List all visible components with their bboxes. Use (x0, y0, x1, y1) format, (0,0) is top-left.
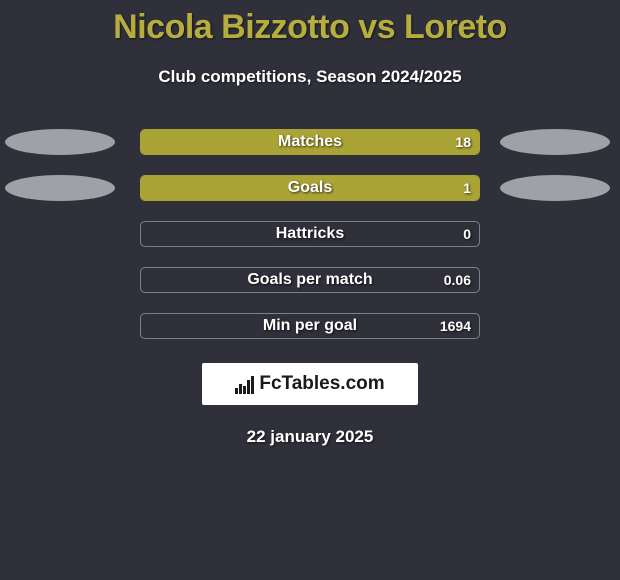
stat-label: Matches (141, 133, 479, 151)
stat-bar: Matches18 (140, 129, 480, 155)
stat-value: 18 (455, 134, 471, 150)
date-text: 22 january 2025 (0, 427, 620, 447)
brand-text: FcTables.com (259, 373, 384, 395)
left-ellipse (5, 175, 115, 201)
subtitle: Club competitions, Season 2024/2025 (0, 67, 620, 87)
stat-label: Hattricks (141, 225, 479, 243)
stat-bar: Goals per match0.06 (140, 267, 480, 293)
stat-value: 0 (463, 226, 471, 242)
stats-rows: Matches18 Goals1 Hattricks0 Goals per match… (0, 129, 620, 339)
brand-badge: FcTables.com (202, 363, 418, 405)
stat-value: 1 (463, 180, 471, 196)
right-ellipse (500, 175, 610, 201)
page-title: Nicola Bizzotto vs Loreto (0, 0, 620, 47)
stat-bar: Hattricks0 (140, 221, 480, 247)
stat-value: 1694 (440, 318, 471, 334)
stat-bar: Min per goal1694 (140, 313, 480, 339)
stat-label: Min per goal (141, 317, 479, 335)
stat-bar: Goals1 (140, 175, 480, 201)
stat-row: Goals per match0.06 (0, 267, 620, 293)
left-ellipse (5, 129, 115, 155)
stat-row: Hattricks0 (0, 221, 620, 247)
stat-row: Matches18 (0, 129, 620, 155)
stat-value: 0.06 (444, 272, 471, 288)
right-ellipse (500, 129, 610, 155)
stat-label: Goals per match (141, 271, 479, 289)
stat-row: Min per goal1694 (0, 313, 620, 339)
stat-label: Goals (141, 179, 479, 197)
stat-row: Goals1 (0, 175, 620, 201)
brand-chart-icon (235, 374, 257, 394)
